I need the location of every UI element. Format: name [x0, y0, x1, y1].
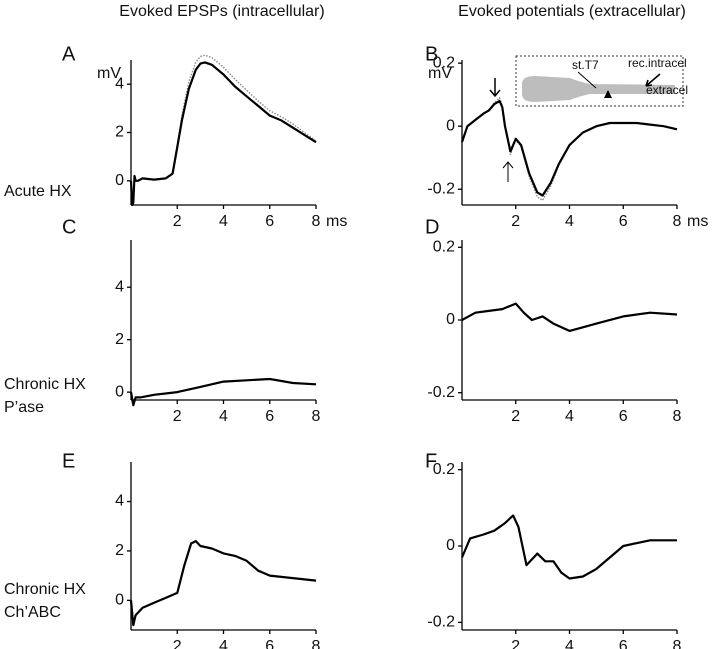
inset	[515, 55, 684, 107]
y-tick-label: 0	[115, 383, 124, 400]
y-tick-label: -0.2	[427, 180, 455, 197]
x-tick-label: 6	[265, 213, 274, 230]
trace	[460, 514, 677, 580]
arrow	[489, 78, 501, 98]
x-tick-label: 4	[565, 408, 574, 425]
x-axis-label: ms	[326, 213, 347, 230]
x-tick-label: 2	[511, 408, 520, 425]
y-tick-label: -0.2	[427, 614, 455, 631]
panel-letter: E	[62, 450, 75, 472]
x-tick-label: 2	[511, 213, 520, 230]
trace	[461, 97, 678, 201]
trace	[461, 302, 678, 332]
trace	[129, 61, 317, 207]
x-tick-label: 2	[173, 408, 182, 425]
x-tick-label: 6	[619, 408, 628, 425]
y-tick-label: 0	[446, 117, 455, 134]
x-tick-label: 4	[565, 213, 574, 230]
trace	[130, 54, 317, 206]
y-tick-label: 0	[446, 537, 455, 554]
y-tick-label: 0.2	[433, 238, 455, 255]
y-tick-label: 2	[115, 331, 124, 348]
row-label: Ch’ABC	[4, 604, 61, 621]
column-title: Evoked EPSPs (intracellular)	[119, 3, 324, 20]
y-tick-label: 0.2	[433, 461, 455, 478]
y-tick-label: -0.2	[427, 384, 455, 401]
panel-letter: C	[62, 216, 76, 238]
x-tick-label: 4	[565, 638, 574, 649]
x-tick-label: 4	[219, 638, 228, 649]
column-title: Evoked potentials (extracellular)	[458, 3, 686, 20]
inset-label: rec.intracel	[628, 56, 687, 70]
y-tick-label: 0	[446, 311, 455, 328]
x-tick-label: 8	[312, 213, 321, 230]
x-tick-label: 6	[265, 408, 274, 425]
y-tick-label: 2	[115, 124, 124, 141]
panel-letter: D	[425, 216, 439, 238]
x-tick-label: 8	[673, 638, 682, 649]
trace	[129, 377, 317, 407]
pointer	[645, 73, 661, 87]
y-axis-label: mV	[428, 65, 452, 82]
row-label: Acute HX	[4, 183, 72, 200]
arrow	[502, 161, 514, 182]
trace	[460, 99, 678, 197]
panel-letter: A	[62, 43, 76, 65]
spinal-cord	[522, 76, 675, 102]
row-label: Chronic HX	[4, 376, 86, 393]
pointer	[577, 71, 597, 89]
inset-label: st.T7	[572, 58, 599, 72]
x-tick-label: 8	[673, 408, 682, 425]
y-tick-label: 4	[115, 75, 124, 92]
x-tick-label: 2	[173, 213, 182, 230]
y-axis-label: mV	[97, 65, 121, 82]
y-tick-label: 4	[115, 493, 124, 510]
x-axis-label: ms	[687, 213, 708, 230]
panel-letter: B	[425, 43, 438, 65]
stim-marker	[604, 90, 612, 98]
trace	[129, 540, 317, 627]
y-tick-label: 2	[115, 542, 124, 559]
panel-letter: F	[425, 450, 437, 472]
y-tick-label: 0	[115, 172, 124, 189]
x-tick-label: 6	[619, 638, 628, 649]
x-tick-label: 6	[265, 638, 274, 649]
inset-frame	[515, 55, 684, 107]
x-tick-label: 4	[219, 408, 228, 425]
x-tick-label: 2	[511, 638, 520, 649]
x-tick-label: 6	[619, 213, 628, 230]
inset-label: extracel	[646, 83, 688, 97]
x-tick-label: 8	[673, 213, 682, 230]
x-tick-label: 4	[219, 213, 228, 230]
x-tick-label: 8	[312, 638, 321, 649]
y-tick-label: 0.2	[433, 54, 455, 71]
y-tick-label: 0	[115, 592, 124, 609]
row-label: Chronic HX	[4, 581, 86, 598]
y-tick-label: 4	[115, 278, 124, 295]
row-label: P’ase	[4, 399, 44, 416]
x-tick-label: 8	[312, 408, 321, 425]
x-tick-label: 2	[173, 638, 182, 649]
